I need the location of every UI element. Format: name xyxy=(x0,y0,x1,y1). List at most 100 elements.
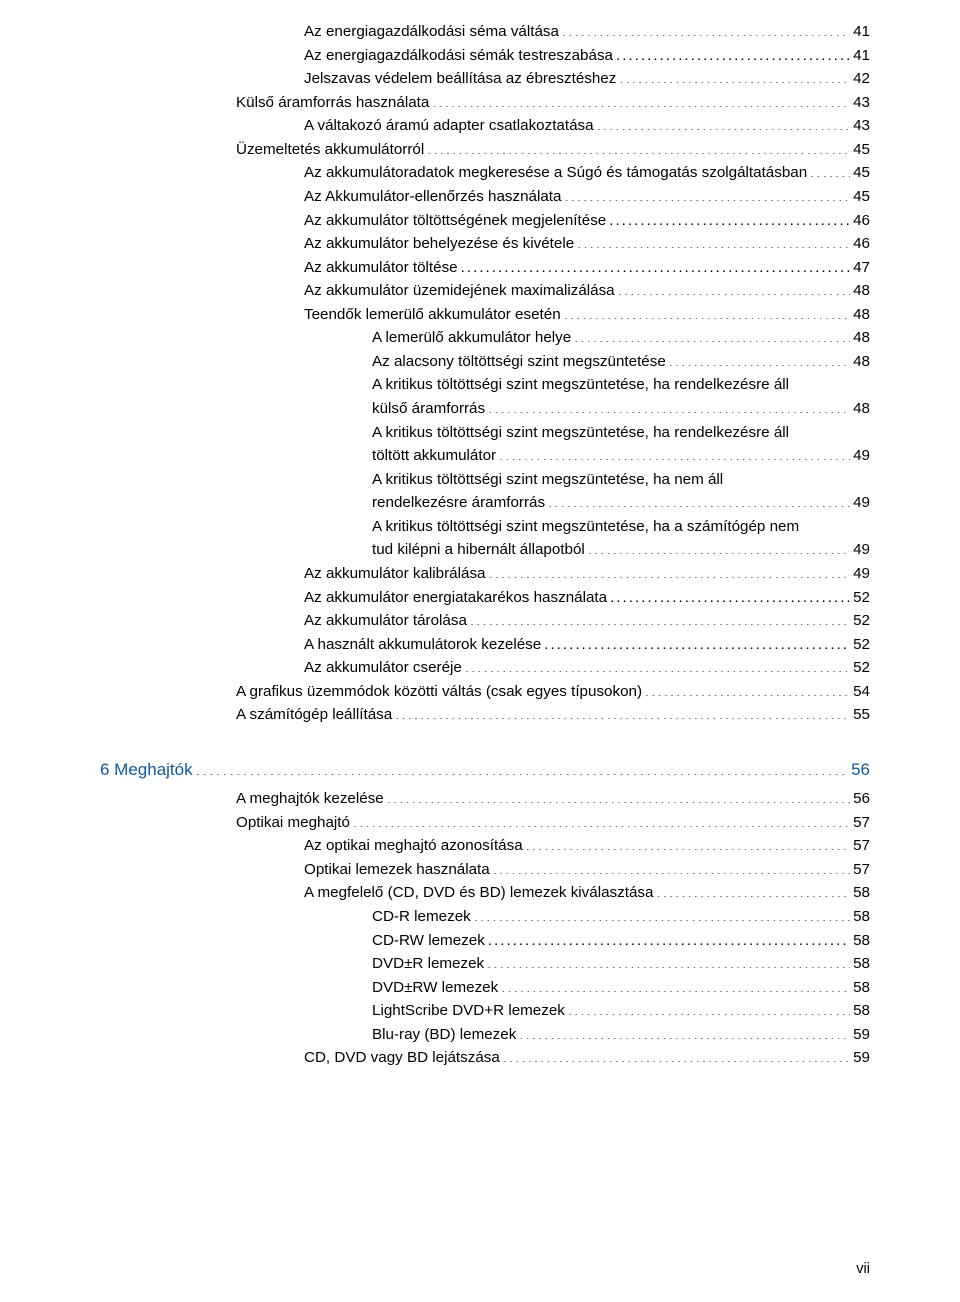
toc-leader-dots xyxy=(574,327,850,342)
toc-leader-dots xyxy=(645,681,850,696)
toc-entry-label: CD-RW lemezek xyxy=(372,929,485,953)
toc-entry-page: 45 xyxy=(853,161,870,185)
toc-entry-label: Az akkumulátor behelyezése és kivétele xyxy=(304,232,574,256)
toc-entry[interactable]: Optikai meghajtó 57 xyxy=(100,811,870,835)
toc-leader-dots xyxy=(353,812,850,827)
toc-entry-label: Az akkumulátor kalibrálása xyxy=(304,562,486,586)
toc-leader-dots xyxy=(474,906,850,921)
toc-leader-dots xyxy=(519,1024,850,1039)
toc-entry[interactable]: Az akkumulátor töltöttségének megjelenít… xyxy=(100,209,870,233)
toc-entry-label: Optikai meghajtó xyxy=(236,811,350,835)
toc-entry[interactable]: A grafikus üzemmódok közötti váltás (csa… xyxy=(100,680,870,704)
toc-leader-dots xyxy=(395,704,850,719)
toc-entry-label: CD, DVD vagy BD lejátszása xyxy=(304,1046,500,1070)
toc-entry[interactable]: A váltakozó áramú adapter csatlakoztatás… xyxy=(100,114,870,138)
toc-entry[interactable]: A megfelelő (CD, DVD és BD) lemezek kivá… xyxy=(100,881,870,905)
toc-entry[interactable]: Az optikai meghajtó azonosítása57 xyxy=(100,834,870,858)
toc-entry[interactable]: Az akkumulátor behelyezése és kivétele 46 xyxy=(100,232,870,256)
toc-entry[interactable]: DVD±RW lemezek58 xyxy=(100,976,870,1000)
toc-entry[interactable]: LightScribe DVD+R lemezek58 xyxy=(100,999,870,1023)
toc-entry-page: 58 xyxy=(853,952,870,976)
toc-entry-label: Blu-ray (BD) lemezek xyxy=(372,1023,516,1047)
toc-entry-label: A használt akkumulátorok kezelése xyxy=(304,633,541,657)
toc-entry[interactable]: Az akkumulátor energiatakarékos használa… xyxy=(100,586,870,610)
toc-entry[interactable]: A kritikus töltöttségi szint megszünteté… xyxy=(100,468,870,515)
toc-entry[interactable]: A számítógép leállítása55 xyxy=(100,703,870,727)
toc-entry-label: Az akkumulátor tárolása xyxy=(304,609,467,633)
toc-leader-dots xyxy=(562,21,850,36)
toc-leader-dots xyxy=(465,657,850,672)
toc-entry[interactable]: A használt akkumulátorok kezelése 52 xyxy=(100,633,870,657)
toc-entry[interactable]: Teendők lemerülő akkumulátor esetén 48 xyxy=(100,303,870,327)
table-of-contents: Az energiagazdálkodási séma váltása41Az … xyxy=(100,20,870,1070)
toc-entry-page: 56 xyxy=(851,757,870,783)
toc-entry[interactable]: Az akkumulátoradatok megkeresése a Súgó … xyxy=(100,161,870,185)
toc-leader-dots xyxy=(488,929,850,944)
toc-leader-dots xyxy=(597,115,851,130)
toc-entry-label: Az akkumulátor töltöttségének megjelenít… xyxy=(304,209,606,233)
toc-entry[interactable]: A meghajtók kezelése56 xyxy=(100,787,870,811)
toc-entry-label: Optikai lemezek használata xyxy=(304,858,490,882)
toc-entry[interactable]: A kritikus töltöttségi szint megszünteté… xyxy=(100,421,870,468)
toc-entry[interactable]: A lemerülő akkumulátor helye48 xyxy=(100,326,870,350)
toc-entry[interactable]: Az energiagazdálkodási séma váltása41 xyxy=(100,20,870,44)
toc-entry-page: 58 xyxy=(853,905,870,929)
toc-entry[interactable]: Üzemeltetés akkumulátorról45 xyxy=(100,138,870,162)
toc-leader-dots xyxy=(470,610,850,625)
toc-entry-label: DVD±RW lemezek xyxy=(372,976,498,1000)
toc-entry-label: töltött akkumulátor xyxy=(372,444,496,468)
toc-entry-label: Az akkumulátor üzemidejének maximalizálá… xyxy=(304,279,615,303)
toc-entry[interactable]: Optikai lemezek használata 57 xyxy=(100,858,870,882)
toc-entry-label-line: A kritikus töltöttségi szint megszünteté… xyxy=(372,515,870,539)
toc-entry[interactable]: Jelszavas védelem beállítása az ébreszté… xyxy=(100,67,870,91)
toc-entry[interactable]: A kritikus töltöttségi szint megszünteté… xyxy=(100,515,870,562)
toc-leader-dots xyxy=(544,633,850,648)
toc-entry-page: 48 xyxy=(853,279,870,303)
toc-entry[interactable]: Az akkumulátor kalibrálása49 xyxy=(100,562,870,586)
toc-entry[interactable]: CD-R lemezek 58 xyxy=(100,905,870,929)
toc-leader-dots xyxy=(568,1000,850,1015)
toc-leader-dots xyxy=(548,492,850,507)
toc-entry-label: tud kilépni a hibernált állapotból xyxy=(372,538,585,562)
toc-entry-page: 52 xyxy=(853,633,870,657)
toc-entry-label: Teendők lemerülő akkumulátor esetén xyxy=(304,303,561,327)
toc-entry-page: 57 xyxy=(853,811,870,835)
toc-entry-page: 42 xyxy=(853,67,870,91)
toc-entry-page: 46 xyxy=(853,232,870,256)
toc-entry[interactable]: Blu-ray (BD) lemezek 59 xyxy=(100,1023,870,1047)
toc-entry[interactable]: Az akkumulátor töltése47 xyxy=(100,256,870,280)
toc-entry[interactable]: Az alacsony töltöttségi szint megszüntet… xyxy=(100,350,870,374)
toc-entry-page: 52 xyxy=(853,656,870,680)
toc-entry-label: Az energiagazdálkodási sémák testreszabá… xyxy=(304,44,613,68)
toc-entry-label: Az Akkumulátor-ellenőrzés használata xyxy=(304,185,561,209)
toc-entry-page: 59 xyxy=(853,1023,870,1047)
toc-leader-dots xyxy=(616,44,850,59)
toc-entry-label: A lemerülő akkumulátor helye xyxy=(372,326,571,350)
toc-entry-page: 52 xyxy=(853,586,870,610)
toc-leader-dots xyxy=(499,445,850,460)
toc-entry-page: 49 xyxy=(853,491,870,515)
toc-entry[interactable]: A kritikus töltöttségi szint megszünteté… xyxy=(100,373,870,420)
toc-entry-label: Üzemeltetés akkumulátorról xyxy=(236,138,424,162)
toc-entry-label: A váltakozó áramú adapter csatlakoztatás… xyxy=(304,114,594,138)
toc-entry-page: 52 xyxy=(853,609,870,633)
toc-entry-label: Az alacsony töltöttségi szint megszüntet… xyxy=(372,350,666,374)
toc-entry[interactable]: Az akkumulátor üzemidejének maximalizálá… xyxy=(100,279,870,303)
toc-entry[interactable]: Az energiagazdálkodási sémák testreszabá… xyxy=(100,44,870,68)
toc-entry[interactable]: Az Akkumulátor-ellenőrzés használata45 xyxy=(100,185,870,209)
toc-chapter-entry[interactable]: 6 Meghajtók56 xyxy=(100,757,870,783)
toc-entry-page: 48 xyxy=(853,303,870,327)
toc-entry-page: 49 xyxy=(853,538,870,562)
toc-leader-dots xyxy=(577,233,850,248)
toc-entry[interactable]: CD-RW lemezek58 xyxy=(100,929,870,953)
toc-leader-dots xyxy=(488,398,850,413)
toc-leader-dots xyxy=(432,92,850,107)
toc-entry[interactable]: DVD±R lemezek58 xyxy=(100,952,870,976)
toc-entry-page: 57 xyxy=(853,858,870,882)
toc-entry[interactable]: CD, DVD vagy BD lejátszása59 xyxy=(100,1046,870,1070)
toc-entry[interactable]: Az akkumulátor tárolása 52 xyxy=(100,609,870,633)
toc-entry-label: CD-R lemezek xyxy=(372,905,471,929)
toc-entry[interactable]: Külső áramforrás használata43 xyxy=(100,91,870,115)
toc-entry-page: 46 xyxy=(853,209,870,233)
toc-entry[interactable]: Az akkumulátor cseréje52 xyxy=(100,656,870,680)
